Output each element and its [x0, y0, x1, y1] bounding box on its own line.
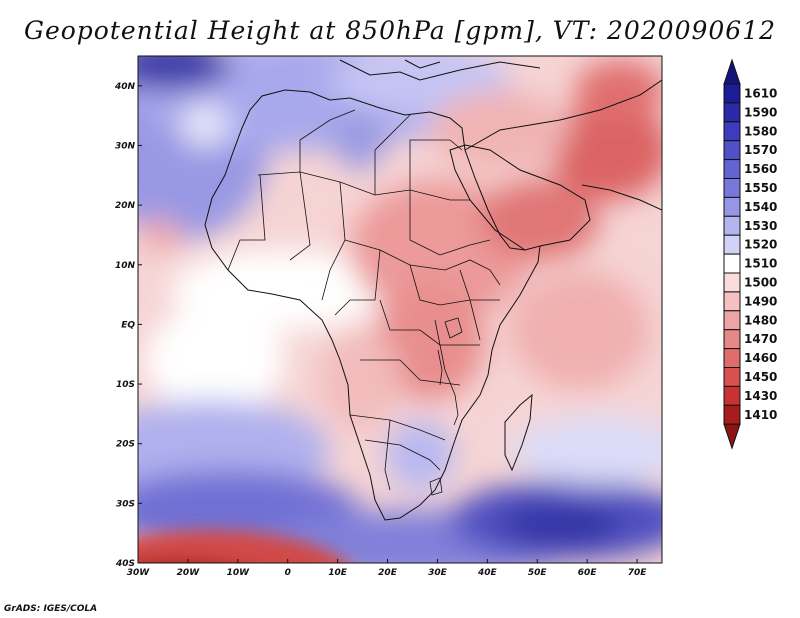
colorbar-label: 1470 — [744, 332, 777, 346]
lat-tick-label: 20N — [115, 201, 136, 211]
lon-tick-label: 20E — [378, 568, 398, 578]
colorbar-swatch — [723, 140, 741, 161]
lon-tick-label: 10E — [328, 568, 348, 578]
lat-tick-label: EQ — [121, 320, 135, 330]
colorbar-swatch — [723, 310, 741, 331]
colorbar-swatch — [723, 404, 741, 425]
colorbar-swatch — [723, 348, 741, 369]
colorbar-label: 1550 — [744, 181, 777, 195]
colorbar-swatch — [723, 178, 741, 198]
colorbar-bottom-arrow — [723, 423, 741, 450]
map-frame — [137, 55, 663, 564]
colorbar-label: 1560 — [744, 162, 777, 176]
colorbar-label: 1460 — [744, 351, 777, 365]
colorbar-swatch — [723, 234, 741, 255]
lat-tick-label: 10N — [115, 261, 136, 271]
colorbar-label: 1590 — [744, 105, 777, 119]
colorbar-label: 1540 — [744, 200, 777, 214]
lakes — [429, 317, 463, 496]
colorbar-label: 1570 — [744, 143, 777, 157]
colorbar-label: 1580 — [744, 124, 777, 138]
colorbar: 1610 1590 1580 1570 1560 1550 1540 1530 1520 1510… — [723, 58, 777, 450]
colorbar-label: 1520 — [744, 238, 777, 252]
lat-tick-label: 40N — [114, 82, 136, 92]
coastlines — [204, 59, 662, 521]
height-field — [138, 56, 662, 563]
lon-tick-label: 60E — [578, 568, 598, 578]
colorbar-swatch — [723, 329, 741, 350]
colorbar-label: 1510 — [744, 257, 777, 271]
colorbar-swatch — [723, 159, 741, 180]
country-borders — [227, 109, 501, 491]
colorbar-swatch — [723, 367, 741, 387]
lon-tick-label: 10W — [227, 568, 251, 578]
longitude-axis: 30W 20W 10W 0 10E 20E 30E 40E 50E 60E 70E — [127, 559, 647, 578]
colorbar-label: 1490 — [744, 294, 777, 308]
lon-tick-label: 40E — [477, 568, 498, 578]
map-title: Geopotential Height at 850hPa [gpm], VT:… — [23, 16, 777, 45]
colorbar-swatch — [723, 291, 741, 312]
colorbar-swatch — [723, 83, 741, 104]
colorbar-top-arrow — [723, 58, 741, 85]
lat-tick-label: 40S — [115, 559, 135, 569]
lon-tick-label: 0 — [285, 568, 291, 578]
colorbar-label: 1410 — [744, 408, 777, 422]
lon-tick-label: 20W — [177, 568, 201, 578]
colorbar-label: 1500 — [744, 275, 777, 289]
colorbar-swatch — [723, 102, 741, 123]
colorbar-label: 1430 — [744, 389, 777, 403]
lat-tick-label: 30N — [115, 141, 136, 151]
colorbar-swatch — [723, 385, 741, 406]
latitude-axis: 40N 30N 20N 10N EQ 10S 20S 30S 40S — [114, 82, 142, 569]
colorbar-label: 1530 — [744, 219, 777, 233]
lat-tick-label: 10S — [116, 380, 135, 390]
colorbar-swatch — [723, 121, 741, 142]
colorbar-label: 1610 — [744, 86, 777, 100]
lon-tick-label: 30E — [428, 568, 448, 578]
lon-tick-label: 30W — [127, 568, 151, 578]
colorbar-swatch — [723, 253, 741, 274]
colorbar-swatch — [723, 215, 741, 236]
lon-tick-label: 50E — [528, 568, 548, 578]
colorbar-swatch — [723, 272, 741, 293]
colorbar-swatch — [723, 196, 741, 217]
lat-tick-label: 30S — [116, 499, 135, 509]
lat-tick-label: 20S — [116, 440, 135, 450]
credit-label: GrADS: IGES/COLA — [4, 604, 98, 614]
colorbar-label: 1450 — [744, 370, 777, 384]
lon-tick-label: 70E — [628, 568, 648, 578]
colorbar-label: 1480 — [744, 313, 777, 327]
